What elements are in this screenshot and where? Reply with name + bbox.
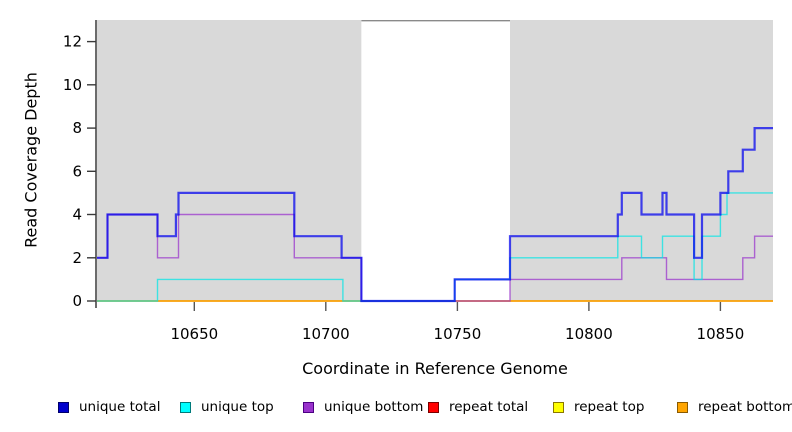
- y-tick-label: 10: [63, 76, 82, 94]
- legend-label: repeat bottom: [698, 399, 792, 415]
- y-axis-title: Read Coverage Depth: [21, 72, 41, 248]
- legend-swatch-unique-top: [180, 401, 191, 413]
- x-tick-label: 10800: [565, 325, 613, 343]
- legend-label: unique top: [201, 399, 274, 415]
- legend-swatch-repeat-top: [553, 401, 564, 413]
- legend-item-repeat-total: repeat total: [428, 399, 528, 415]
- x-tick-label: 10850: [697, 325, 745, 343]
- x-tick-label: 10750: [434, 325, 482, 343]
- legend-swatch-repeat-bottom: [677, 401, 688, 413]
- series-unique-total: [97, 127, 773, 303]
- legend-label: repeat top: [574, 399, 645, 415]
- covered-region-left: [97, 20, 362, 301]
- legend-item-repeat-bottom: repeat bottom: [677, 399, 792, 415]
- legend-item-unique-total: unique total: [58, 399, 160, 415]
- legend-item-unique-bottom: unique bottom: [303, 399, 423, 415]
- y-tick-label: 8: [72, 119, 82, 137]
- y-tick-label: 4: [72, 206, 82, 224]
- legend-swatch-unique-bottom: [303, 401, 314, 413]
- series-unique-top: [97, 192, 773, 302]
- uncovered-gap: [361, 20, 510, 301]
- legend-label: repeat total: [449, 399, 529, 415]
- y-tick-label: 2: [72, 249, 82, 267]
- legend-label: unique total: [79, 399, 161, 415]
- legend-swatch-unique-total: [58, 401, 69, 413]
- legend-label: unique bottom: [324, 399, 424, 415]
- x-tick-label: 10700: [302, 325, 350, 343]
- y-tick-label: 0: [72, 292, 82, 310]
- legend-item-repeat-top: repeat top: [553, 399, 644, 415]
- x-tick-label: 10650: [170, 325, 218, 343]
- legend-item-unique-top: unique top: [180, 399, 274, 415]
- y-tick-label: 6: [72, 162, 82, 180]
- y-tick-label: 12: [63, 33, 82, 51]
- covered-region-right: [510, 20, 773, 301]
- legend-swatch-repeat-total: [428, 401, 439, 413]
- x-axis-title: Coordinate in Reference Genome: [302, 359, 568, 378]
